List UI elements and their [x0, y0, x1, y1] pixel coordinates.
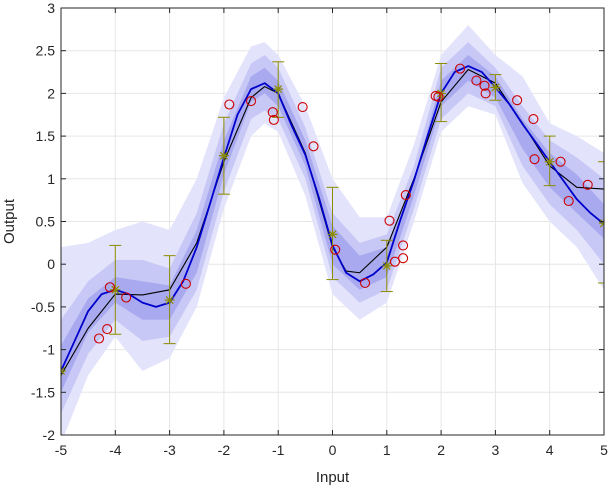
observation-point [555, 156, 566, 167]
star-marker [61, 366, 66, 372]
y-tick-label: 3 [47, 0, 55, 16]
observation-point [480, 88, 491, 99]
star-marker [274, 85, 283, 94]
inducing-point [598, 161, 604, 284]
y-tick-label: 2 [47, 85, 55, 101]
inducing-point [543, 135, 556, 187]
observation-point [479, 80, 490, 91]
observation-point [400, 189, 411, 201]
observation-point [433, 91, 444, 102]
observation-point [121, 292, 132, 303]
observation-point [563, 195, 574, 207]
observation-point [582, 179, 593, 190]
star-marker [61, 370, 66, 375]
x-tick-label: 4 [546, 442, 554, 458]
observation-point [224, 99, 235, 110]
observation-point [308, 141, 319, 152]
y-axis-ticks: -2 -1.5 -1 -0.5 0 0.5 1 1.5 2 2.5 3 [31, 0, 604, 443]
observation-point [267, 107, 278, 118]
y-tick-label: 1 [47, 171, 55, 187]
inducing-point [109, 244, 122, 335]
observation-point [398, 253, 409, 264]
observation-point [104, 282, 115, 293]
x-tick-label: 0 [329, 442, 337, 458]
x-tick-label: 3 [492, 442, 500, 458]
x-axis-ticks: -5 -4 -3 -2 -1 0 1 2 3 4 5 [55, 8, 608, 458]
star-marker [545, 157, 554, 166]
star-marker [328, 230, 337, 239]
x-tick-label: -2 [218, 442, 231, 458]
x-tick-label: 5 [600, 442, 608, 458]
x-tick-label: 1 [383, 442, 391, 458]
inducing-point [272, 61, 285, 118]
observation-point [512, 95, 523, 106]
y-tick-label: -2 [43, 427, 56, 443]
inducing-point [217, 116, 230, 195]
x-tick-label: 2 [437, 442, 445, 458]
y-tick-label: -1 [43, 342, 56, 358]
observation-point [268, 114, 279, 125]
star-marker [491, 83, 500, 92]
observation-point [455, 63, 466, 74]
observation-point [93, 333, 105, 344]
star-marker [165, 296, 174, 305]
observation-point [471, 75, 482, 86]
y-tick-label: -0.5 [31, 299, 55, 315]
observation-point [246, 96, 257, 107]
observation-point [330, 244, 341, 255]
x-tick-label: -1 [272, 442, 285, 458]
plot-area [61, 25, 604, 435]
inducing-point [163, 255, 176, 345]
observation-point [384, 215, 395, 226]
star-marker [382, 261, 391, 270]
observation-point [297, 102, 308, 113]
observation-point [398, 240, 409, 251]
y-tick-label: 0.5 [36, 214, 56, 230]
inducing-point [61, 365, 66, 376]
inducing-point [380, 239, 393, 293]
x-axis-label: Input [316, 469, 350, 486]
star-marker [599, 219, 604, 225]
y-axis-label: Output [1, 198, 18, 244]
observation-point [180, 278, 191, 289]
x-tick-label: -5 [55, 442, 68, 458]
observation-point [102, 324, 113, 335]
inducing-point [489, 74, 502, 101]
y-tick-label: 2.5 [36, 43, 56, 59]
star-marker [219, 151, 228, 160]
star-marker [599, 222, 604, 228]
observation-point [528, 113, 539, 125]
observation-point [360, 277, 371, 289]
y-tick-label: 0 [47, 256, 55, 272]
observation-point [529, 154, 540, 165]
star-marker [111, 285, 120, 294]
x-tick-label: -4 [109, 442, 122, 458]
y-tick-label: -1.5 [31, 384, 55, 400]
inducing-point [326, 186, 339, 281]
y-tick-label: 1.5 [36, 128, 56, 144]
x-tick-label: -3 [163, 442, 176, 458]
